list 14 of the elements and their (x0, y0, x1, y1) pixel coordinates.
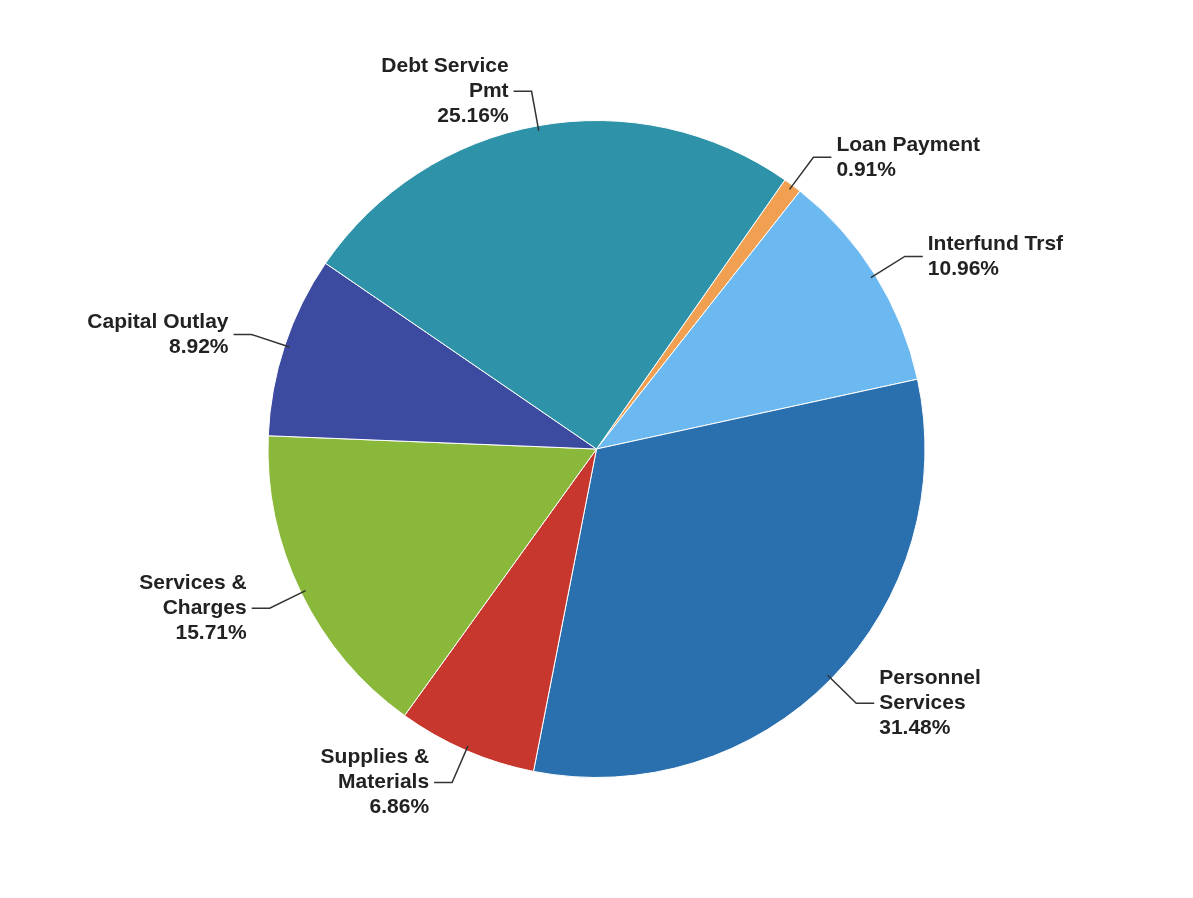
slice-label: Loan Payment (836, 131, 980, 155)
slice-label: Debt Service Pmt (381, 53, 509, 102)
data-label: 6.86% (369, 794, 430, 818)
slice-label: Services & Charges (139, 569, 247, 618)
slice-label: Interfund Trsf (927, 230, 1065, 254)
data-label: 10.96% (927, 255, 1000, 279)
slice-label: Personnel Services (879, 665, 981, 714)
data-label: 8.92% (168, 333, 229, 357)
data-label: 25.16% (437, 103, 509, 127)
slice-label: Capital Outlay (87, 308, 229, 332)
data-label: 0.91% (836, 156, 897, 180)
data-label: 31.48% (879, 715, 951, 739)
data-label: 15.71% (175, 619, 248, 643)
slice-label: Supplies & Materials (320, 744, 430, 793)
